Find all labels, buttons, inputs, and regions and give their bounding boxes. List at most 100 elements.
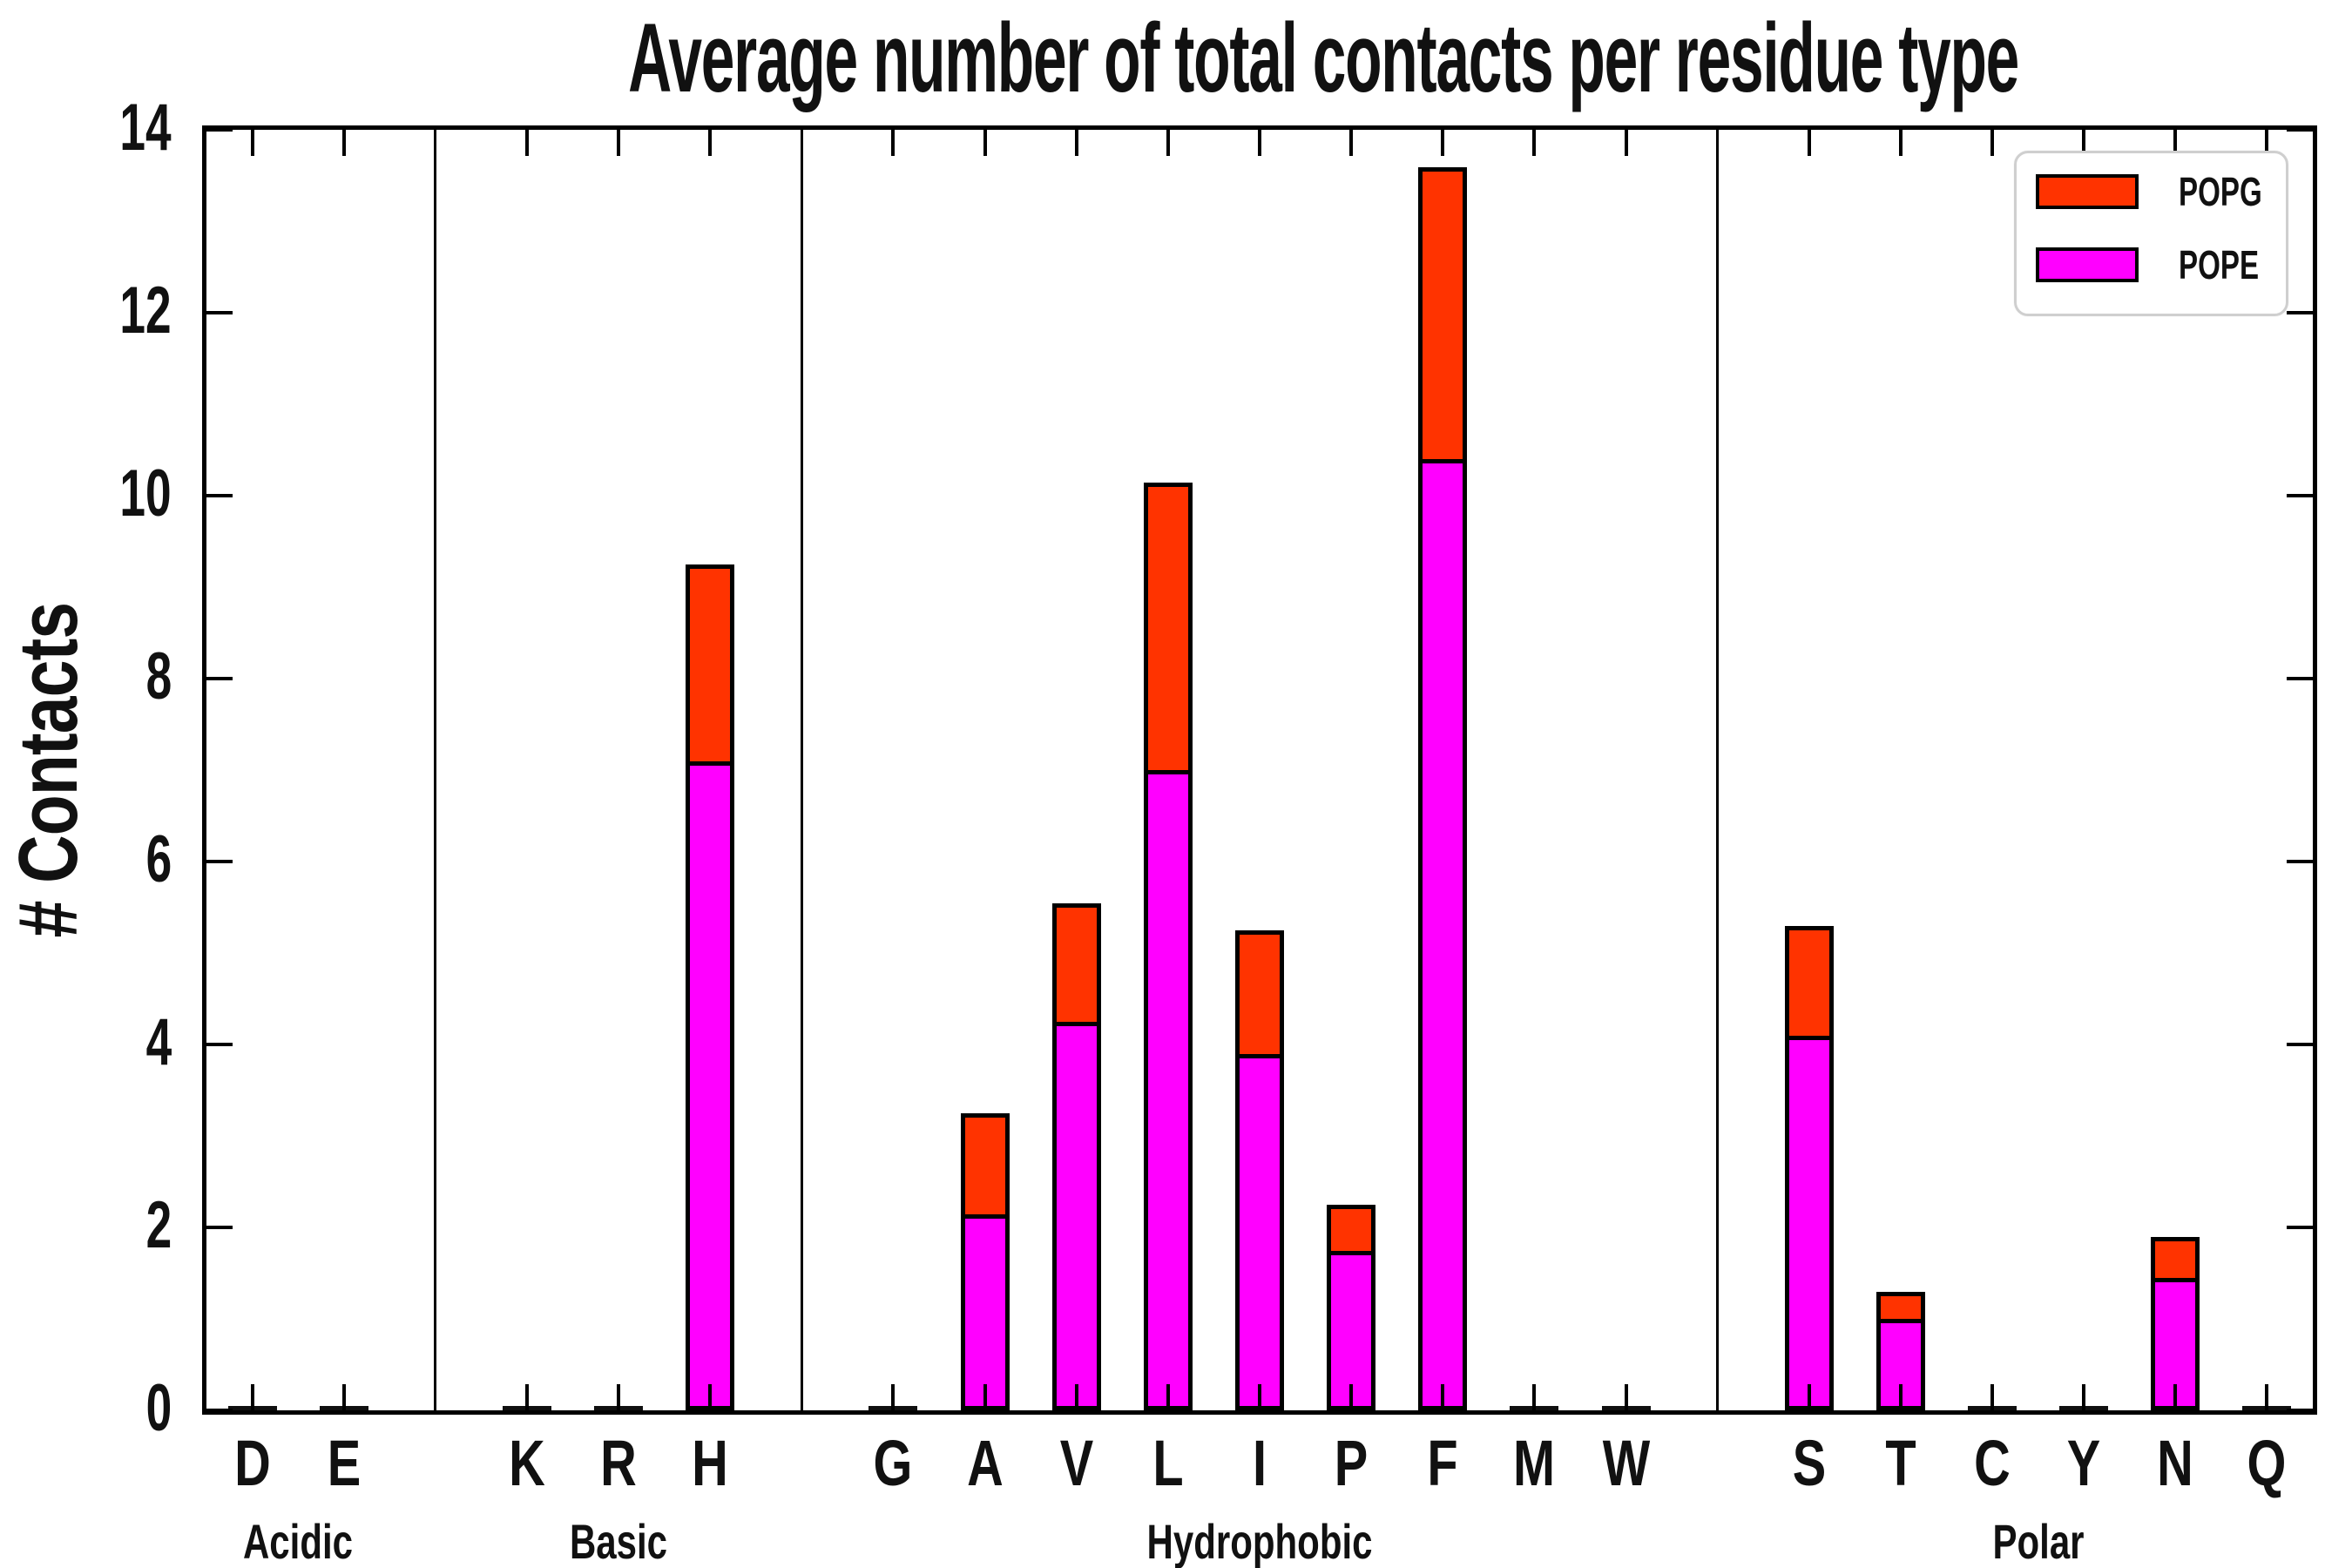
- x-label-R: R: [600, 1426, 665, 1500]
- x-label-L: L: [1152, 1426, 1207, 1500]
- x-tick-top-A: [983, 130, 987, 156]
- bar-N: [2151, 1237, 2200, 1410]
- x-tick-top-N: [2173, 130, 2178, 156]
- y-tick-label-text: 8: [145, 639, 172, 713]
- bar-A-popg: [964, 1118, 1005, 1219]
- y-tick-label-text: 2: [145, 1188, 172, 1262]
- legend-swatch-popg: [2036, 174, 2139, 209]
- y-tick-right-0: [2287, 1409, 2313, 1412]
- bar-S: [1784, 926, 1834, 1410]
- x-label-text: Y: [2066, 1427, 2101, 1499]
- legend-label-text: POPE: [2179, 242, 2260, 287]
- x-tick-bottom-L: [1166, 1384, 1170, 1410]
- x-label-text: T: [1885, 1427, 1916, 1499]
- x-tick-top-E: [341, 130, 346, 156]
- bar-A: [960, 1113, 1010, 1410]
- bar-P: [1327, 1205, 1376, 1410]
- x-label-text: L: [1152, 1427, 1184, 1499]
- bar-T-popg: [1880, 1296, 1921, 1324]
- group-divider: [434, 130, 437, 1410]
- x-tick-bottom-M: [1532, 1384, 1537, 1410]
- chart-title: Average number of total contacts per res…: [202, 2, 2317, 114]
- y-tick-label-text: 14: [119, 91, 172, 165]
- chart-title-text: Average number of total contacts per res…: [628, 3, 2019, 112]
- legend-row-pope: POPE: [2036, 242, 2271, 287]
- x-tick-bottom-P: [1349, 1384, 1354, 1410]
- x-label-Q: Q: [2247, 1426, 2317, 1500]
- y-tick-left-14: [206, 128, 233, 132]
- x-label-C: C: [1974, 1426, 2038, 1500]
- x-label-text: N: [2157, 1427, 2194, 1499]
- y-tick-right-2: [2287, 1226, 2313, 1229]
- x-tick-bottom-R: [617, 1384, 621, 1410]
- x-tick-bottom-S: [1807, 1384, 1811, 1410]
- x-label-N: N: [2157, 1426, 2221, 1500]
- x-tick-bottom-A: [983, 1384, 987, 1410]
- x-label-T: T: [1885, 1426, 1940, 1500]
- bar-F-popg: [1423, 171, 1463, 464]
- bar-I: [1235, 930, 1284, 1410]
- x-label-F: F: [1428, 1426, 1482, 1500]
- x-label-text: P: [1334, 1427, 1369, 1499]
- x-tick-top-L: [1166, 130, 1170, 156]
- bar-V-popg: [1056, 907, 1097, 1026]
- x-tick-top-T: [1898, 130, 1903, 156]
- x-tick-bottom-F: [1441, 1384, 1445, 1410]
- x-label-text: K: [509, 1427, 545, 1499]
- x-label-text: M: [1513, 1427, 1556, 1499]
- y-tick-left-2: [206, 1226, 233, 1229]
- y-tick-label-text: 4: [145, 1005, 172, 1079]
- legend-swatch-pope: [2036, 247, 2139, 282]
- legend-label-pope: POPE: [2179, 241, 2290, 288]
- bar-L: [1143, 482, 1193, 1410]
- y-tick-label-text: 6: [145, 822, 172, 896]
- x-label-S: S: [1793, 1426, 1852, 1500]
- y-tick-label-10: 10: [0, 456, 172, 531]
- x-tick-top-Y: [2082, 130, 2086, 156]
- x-label-D: D: [234, 1426, 299, 1500]
- y-tick-right-4: [2287, 1043, 2313, 1046]
- y-tick-right-14: [2287, 128, 2313, 132]
- group-label-polar: Polar: [1992, 1513, 2160, 1568]
- x-tick-bottom-Y: [2082, 1384, 2086, 1410]
- y-tick-label-14: 14: [0, 90, 172, 166]
- x-tick-bottom-Q: [2265, 1384, 2269, 1410]
- x-label-I: I: [1253, 1426, 1278, 1500]
- x-label-text: W: [1602, 1427, 1650, 1499]
- x-tick-top-F: [1441, 130, 1445, 156]
- x-tick-top-D: [250, 130, 254, 156]
- x-label-text: R: [600, 1427, 637, 1499]
- x-label-K: K: [509, 1426, 573, 1500]
- x-label-E: E: [327, 1426, 387, 1500]
- bar-H: [686, 564, 735, 1410]
- x-tick-top-V: [1074, 130, 1078, 156]
- x-label-text: E: [327, 1427, 361, 1499]
- x-tick-top-C: [1990, 130, 1995, 156]
- y-tick-right-10: [2287, 494, 2313, 497]
- legend-label-popg: POPG: [2179, 168, 2295, 215]
- bar-P-popg: [1331, 1209, 1372, 1255]
- x-label-V: V: [1059, 1426, 1119, 1500]
- y-tick-left-12: [206, 311, 233, 314]
- x-tick-top-M: [1532, 130, 1537, 156]
- x-tick-bottom-N: [2173, 1384, 2178, 1410]
- x-label-text: A: [966, 1427, 1004, 1499]
- x-label-text: I: [1252, 1427, 1267, 1499]
- y-tick-right-8: [2287, 677, 2313, 680]
- bar-L-popg: [1147, 486, 1188, 775]
- x-label-text: G: [874, 1427, 913, 1499]
- x-label-text: H: [692, 1427, 729, 1499]
- y-tick-left-4: [206, 1043, 233, 1046]
- x-label-M: M: [1513, 1426, 1588, 1500]
- x-label-W: W: [1602, 1426, 1687, 1500]
- x-tick-top-I: [1258, 130, 1261, 156]
- y-tick-left-0: [206, 1409, 233, 1412]
- y-tick-right-6: [2287, 860, 2313, 863]
- y-tick-label-6: 6: [0, 821, 172, 897]
- x-tick-top-R: [617, 130, 621, 156]
- legend-label-text: POPG: [2179, 169, 2262, 214]
- legend-row-popg: POPG: [2036, 169, 2271, 214]
- x-tick-top-H: [708, 130, 713, 156]
- plot-area: POPG POPE 0 2 4 6 8 10 12 14 D E K R H G A V L I P F M W S T C Y N Q…: [120, 91, 2317, 1568]
